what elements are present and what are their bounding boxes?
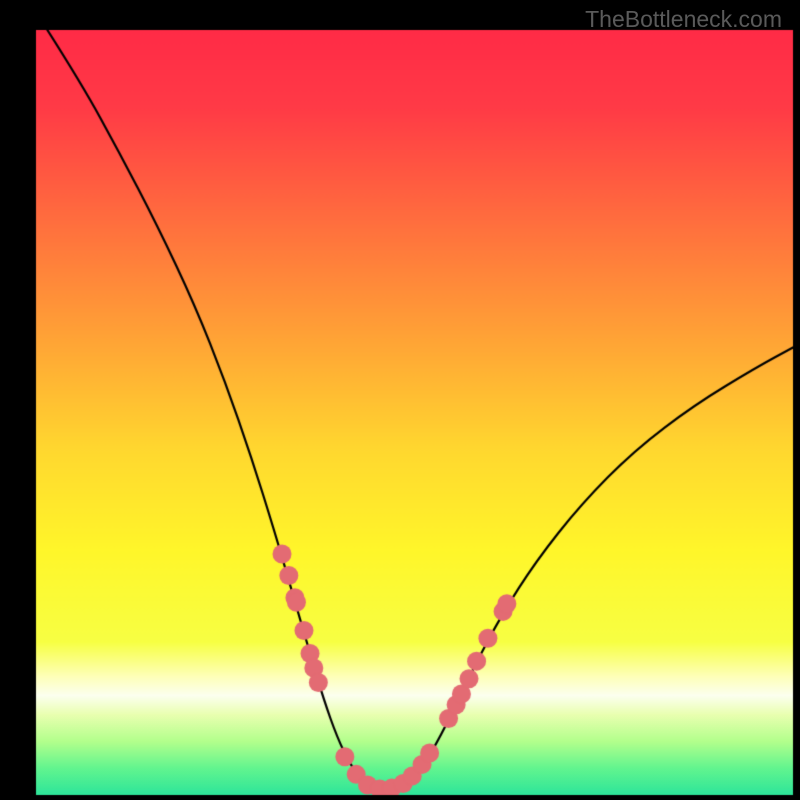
chart-canvas — [0, 0, 800, 800]
chart-stage: TheBottleneck.com — [0, 0, 800, 800]
watermark-text: TheBottleneck.com — [585, 6, 782, 33]
